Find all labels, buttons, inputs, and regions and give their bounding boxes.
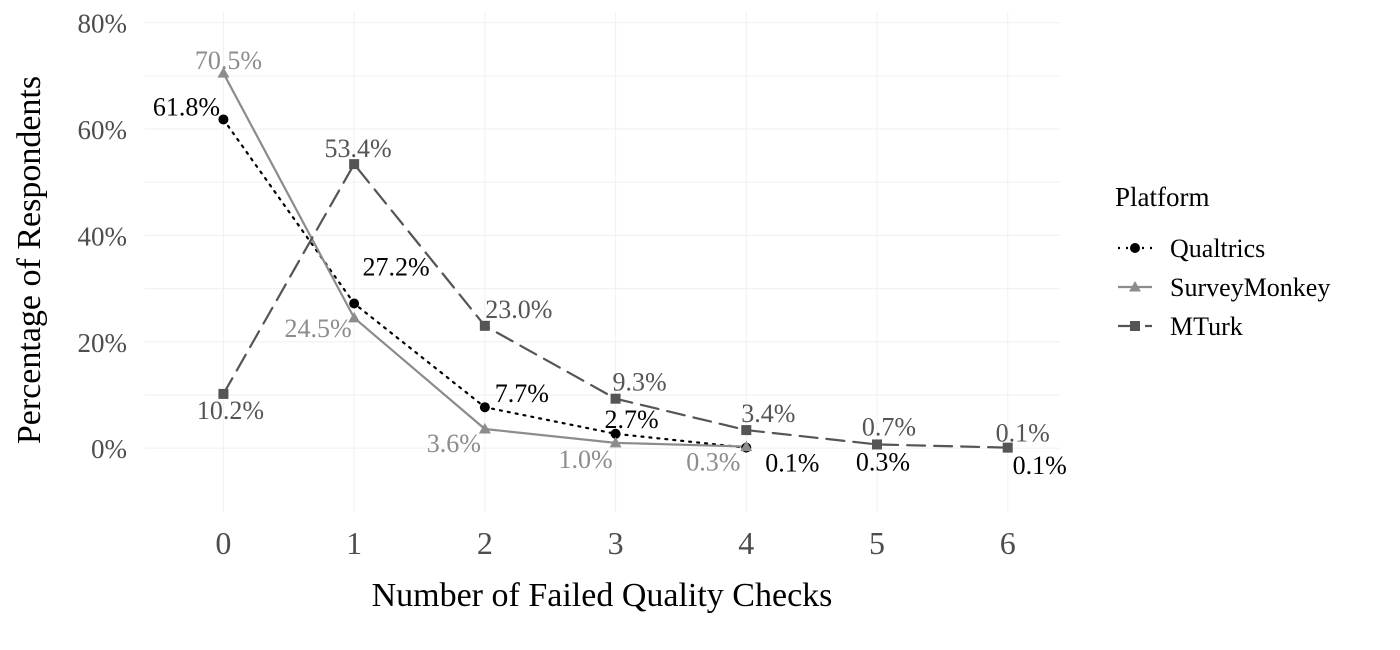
surveymonkey-data-label: 70.5% bbox=[195, 46, 262, 75]
legend-mturk-marker bbox=[1130, 321, 1140, 331]
mturk-data-label: 53.4% bbox=[325, 134, 392, 163]
surveymonkey-data-label: 24.5% bbox=[285, 314, 352, 343]
qualtrics-data-label: 61.8% bbox=[153, 92, 220, 121]
surveymonkey-point bbox=[348, 311, 361, 323]
y-axis-ticks: 0% 20% 40% 60% 80% bbox=[78, 9, 128, 465]
x-tick-label: 6 bbox=[1000, 525, 1016, 561]
x-tick-label: 3 bbox=[608, 525, 624, 561]
y-tick-label: 60% bbox=[78, 115, 128, 145]
mturk-point bbox=[610, 393, 621, 404]
legend-surveymonkey-marker bbox=[1129, 281, 1141, 292]
legend-item-surveymonkey: SurveyMonkey bbox=[1118, 273, 1330, 302]
qualtrics-point bbox=[218, 114, 229, 125]
x-axis-ticks: 0 1 2 3 4 5 6 bbox=[215, 525, 1015, 561]
legend-surveymonkey-label: SurveyMonkey bbox=[1170, 273, 1330, 302]
surveymonkey-point bbox=[740, 440, 753, 452]
legend-qualtrics-label: Qualtrics bbox=[1170, 234, 1265, 263]
mturk-point bbox=[349, 159, 360, 170]
qualtrics-point bbox=[479, 402, 490, 413]
legend-item-mturk: MTurk bbox=[1118, 312, 1243, 341]
extra-data-label: 0.3% bbox=[856, 448, 910, 477]
mturk-data-label: 10.2% bbox=[197, 396, 264, 425]
extra-data-label: 0.1% bbox=[1013, 451, 1067, 480]
mturk-data-label: 23.0% bbox=[485, 295, 552, 324]
qualtrics-data-label: 0.1% bbox=[765, 449, 819, 478]
mturk-point bbox=[741, 425, 752, 436]
surveymonkey-point bbox=[478, 423, 491, 434]
mturk-data-label: 3.4% bbox=[741, 399, 795, 428]
x-axis-title: Number of Failed Quality Checks bbox=[372, 577, 833, 614]
x-tick-label: 0 bbox=[215, 525, 231, 561]
y-tick-label: 40% bbox=[78, 221, 128, 251]
qualtrics-data-label: 2.7% bbox=[604, 405, 658, 434]
x-tick-label: 1 bbox=[346, 525, 362, 561]
mturk-data-label: 0.1% bbox=[996, 419, 1050, 448]
qualtrics-point bbox=[610, 428, 621, 439]
qualtrics-data-label: 27.2% bbox=[363, 252, 430, 281]
y-tick-label: 0% bbox=[91, 434, 127, 464]
qualtrics-point bbox=[349, 298, 360, 309]
data-labels: 61.8% 27.2% 7.7% 2.7% 0.1% 70.5% 24.5% 3.6% 1.0%… bbox=[153, 46, 1067, 480]
legend-qualtrics-marker bbox=[1130, 243, 1140, 253]
surveymonkey-data-label: 3.6% bbox=[427, 429, 481, 458]
mturk-point bbox=[479, 320, 490, 331]
surveymonkey-data-label: 1.0% bbox=[558, 445, 612, 474]
legend-title: Platform bbox=[1115, 182, 1210, 212]
mturk-point bbox=[218, 388, 229, 399]
surveymonkey-point bbox=[217, 67, 230, 78]
mturk-data-label: 0.7% bbox=[862, 412, 916, 441]
mturk-point bbox=[872, 439, 882, 450]
x-tick-label: 2 bbox=[477, 525, 493, 561]
surveymonkey-data-label: 0.3% bbox=[686, 448, 740, 477]
y-axis-title: Percentage of Respondents bbox=[11, 76, 48, 444]
surveymonkey-point bbox=[609, 436, 622, 448]
mturk-point bbox=[1002, 442, 1013, 453]
x-tick-label: 4 bbox=[738, 525, 754, 561]
legend-mturk-label: MTurk bbox=[1170, 312, 1243, 341]
gridlines bbox=[145, 12, 1060, 512]
legend-item-qualtrics: Qualtrics bbox=[1118, 234, 1265, 263]
mturk-data-label: 9.3% bbox=[612, 368, 666, 397]
y-tick-label: 20% bbox=[78, 328, 128, 358]
qualtrics-data-label: 7.7% bbox=[495, 379, 549, 408]
series-markers bbox=[217, 67, 1013, 453]
x-tick-label: 5 bbox=[869, 525, 885, 561]
legend: Platform Qualtrics SurveyMonkey MTurk bbox=[1115, 182, 1330, 341]
y-tick-label: 80% bbox=[78, 9, 128, 39]
